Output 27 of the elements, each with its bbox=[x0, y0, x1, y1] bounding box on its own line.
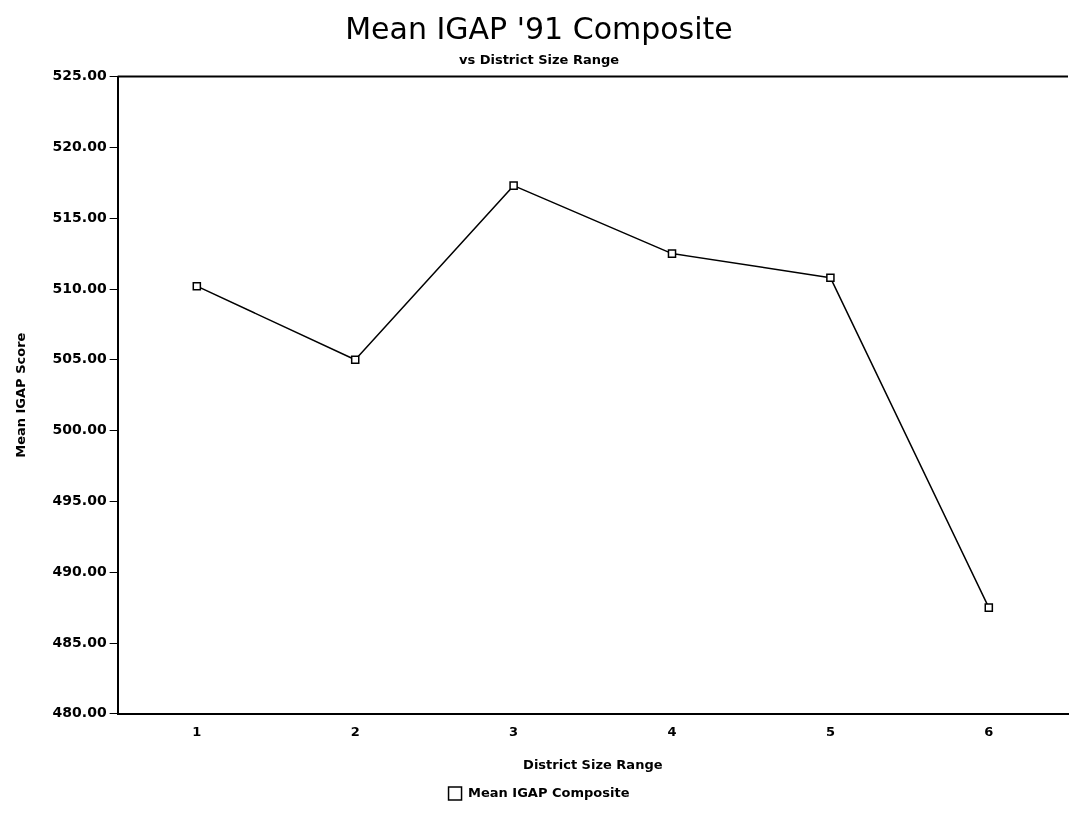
legend-label: Mean IGAP Composite bbox=[468, 784, 630, 800]
y-tick-label: 500.00 bbox=[52, 421, 107, 438]
y-tick-label: 485.00 bbox=[52, 633, 107, 650]
x-tick-label: 6 bbox=[984, 723, 994, 739]
x-tick-label: 5 bbox=[825, 723, 835, 739]
y-tick-label: 490.00 bbox=[52, 562, 107, 579]
y-tick-label: 515.00 bbox=[52, 208, 107, 225]
y-tick-label: 525.00 bbox=[52, 67, 107, 84]
x-tick-label: 4 bbox=[667, 723, 677, 739]
x-axis-title: District Size Range bbox=[523, 756, 663, 772]
x-tick-label: 1 bbox=[192, 723, 202, 739]
point bbox=[984, 603, 994, 612]
point bbox=[826, 273, 835, 282]
y-tick-label: 520.00 bbox=[52, 138, 107, 155]
y-tick-label: 480.00 bbox=[52, 704, 107, 721]
x-tick-label: 2 bbox=[350, 723, 360, 739]
y-tick-label: 505.00 bbox=[52, 350, 107, 367]
point bbox=[192, 281, 202, 291]
chart-subtitle: vs District Size Range bbox=[458, 52, 620, 68]
y-tick-label: 510.00 bbox=[52, 279, 107, 296]
point bbox=[667, 249, 677, 258]
chart-title: Mean IGAP '91 Composite bbox=[345, 10, 733, 46]
point bbox=[509, 181, 518, 190]
x-tick-label: 3 bbox=[509, 723, 519, 739]
point bbox=[350, 355, 360, 365]
y-axis-title: Mean IGAP Score bbox=[13, 332, 29, 458]
y-tick-label: 495.00 bbox=[52, 492, 107, 509]
